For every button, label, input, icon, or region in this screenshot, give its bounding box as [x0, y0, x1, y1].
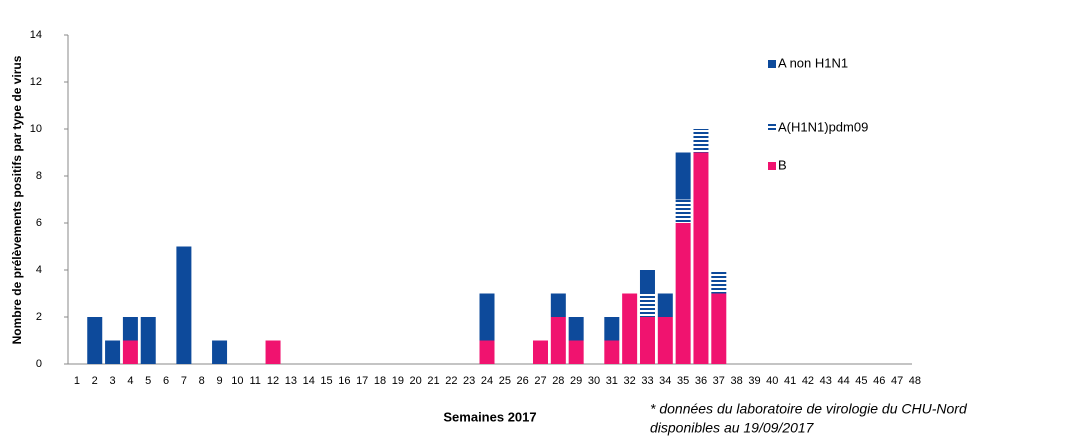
bar-segment	[140, 317, 156, 364]
bar-segment	[639, 270, 655, 294]
x-tick-label: 48	[909, 375, 921, 387]
x-tick-label: 5	[145, 375, 151, 387]
y-tick-label: 10	[30, 123, 42, 135]
bar-segment	[622, 293, 638, 364]
y-tick-label: 2	[36, 311, 42, 323]
x-tick-label: 37	[713, 375, 725, 387]
x-tick-label: 30	[588, 375, 600, 387]
bar-segment	[550, 317, 566, 364]
x-tick-label: 43	[820, 375, 832, 387]
x-tick-label: 16	[338, 375, 350, 387]
x-tick-label: 44	[837, 375, 849, 387]
y-tick-label: 14	[30, 29, 42, 41]
x-tick-label: 39	[748, 375, 760, 387]
x-tick-label: 9	[216, 375, 222, 387]
x-tick-label: 31	[606, 375, 618, 387]
x-tick-label: 24	[481, 375, 493, 387]
x-tick-label: 13	[285, 375, 297, 387]
x-tick-label: 21	[427, 375, 439, 387]
x-tick-label: 19	[392, 375, 404, 387]
legend-swatch	[768, 60, 776, 68]
x-tick-label: 22	[445, 375, 457, 387]
bar-segment	[604, 340, 620, 364]
x-tick-label: 34	[659, 375, 671, 387]
y-tick-label: 8	[36, 170, 42, 182]
bar-segment	[568, 340, 584, 364]
bar-segment	[87, 317, 103, 364]
y-tick-label: 4	[36, 264, 42, 276]
legend-label: A non H1N1	[778, 55, 848, 70]
legend-swatch	[768, 162, 776, 170]
bar-segment	[693, 129, 709, 153]
x-tick-label: 14	[303, 375, 315, 387]
legend-swatch	[768, 124, 776, 132]
x-tick-label: 29	[570, 375, 582, 387]
x-tick-label: 38	[731, 375, 743, 387]
x-tick-label: 18	[374, 375, 386, 387]
x-tick-label: 23	[463, 375, 475, 387]
bar-segment	[657, 317, 673, 364]
x-tick-label: 7	[181, 375, 187, 387]
bar-segment	[479, 340, 495, 364]
bar-segment	[693, 152, 709, 364]
bar-segment	[639, 293, 655, 317]
x-tick-label: 46	[873, 375, 885, 387]
x-tick-label: 32	[624, 375, 636, 387]
footnote: * données du laboratoire de virologie du…	[650, 401, 968, 417]
bar-segment	[550, 293, 566, 317]
x-tick-label: 41	[784, 375, 796, 387]
bar-segment	[122, 317, 138, 341]
x-tick-label: 25	[499, 375, 511, 387]
x-tick-label: 26	[517, 375, 529, 387]
x-tick-label: 45	[855, 375, 867, 387]
bar-segment	[122, 340, 138, 364]
legend-label: B	[778, 157, 787, 172]
y-axis-label: Nombre de prélèvements positifs par type…	[10, 55, 24, 344]
y-tick-label: 0	[36, 358, 42, 370]
y-tick-label: 12	[30, 76, 42, 88]
x-tick-label: 8	[199, 375, 205, 387]
bar-segment	[711, 270, 727, 294]
x-tick-label: 42	[802, 375, 814, 387]
bar-segment	[675, 223, 691, 364]
x-tick-label: 4	[127, 375, 133, 387]
bar-segment	[212, 340, 228, 364]
x-tick-label: 6	[163, 375, 169, 387]
bar-segment	[479, 293, 495, 341]
x-tick-label: 3	[110, 375, 116, 387]
x-tick-label: 47	[891, 375, 903, 387]
x-tick-label: 12	[267, 375, 279, 387]
bar-segment	[675, 152, 691, 200]
x-tick-label: 33	[641, 375, 653, 387]
bar-segment	[639, 317, 655, 364]
x-tick-label: 17	[356, 375, 368, 387]
x-tick-label: 20	[410, 375, 422, 387]
x-tick-label: 36	[695, 375, 707, 387]
x-axis-label: Semaines 2017	[443, 409, 536, 424]
x-tick-label: 40	[766, 375, 778, 387]
x-tick-label: 10	[231, 375, 243, 387]
x-tick-label: 35	[677, 375, 689, 387]
bar-segment	[265, 340, 281, 364]
bar-segment	[675, 199, 691, 223]
bar-segment	[532, 340, 548, 364]
bar-segment	[105, 340, 121, 364]
bar-segment	[176, 246, 192, 364]
x-tick-label: 27	[534, 375, 546, 387]
bar-segment	[604, 317, 620, 341]
y-tick-label: 6	[36, 217, 42, 229]
x-tick-label: 11	[250, 375, 261, 387]
x-tick-label: 15	[320, 375, 332, 387]
x-tick-label: 28	[552, 375, 564, 387]
bar-segment	[711, 293, 727, 364]
x-tick-label: 1	[74, 375, 80, 387]
x-tick-label: 2	[92, 375, 98, 387]
legend-label: A(H1N1)pdm09	[778, 119, 868, 134]
bar-segment	[657, 293, 673, 317]
footnote: disponibles au 19/09/2017	[650, 420, 815, 436]
bar-segment	[568, 317, 584, 341]
